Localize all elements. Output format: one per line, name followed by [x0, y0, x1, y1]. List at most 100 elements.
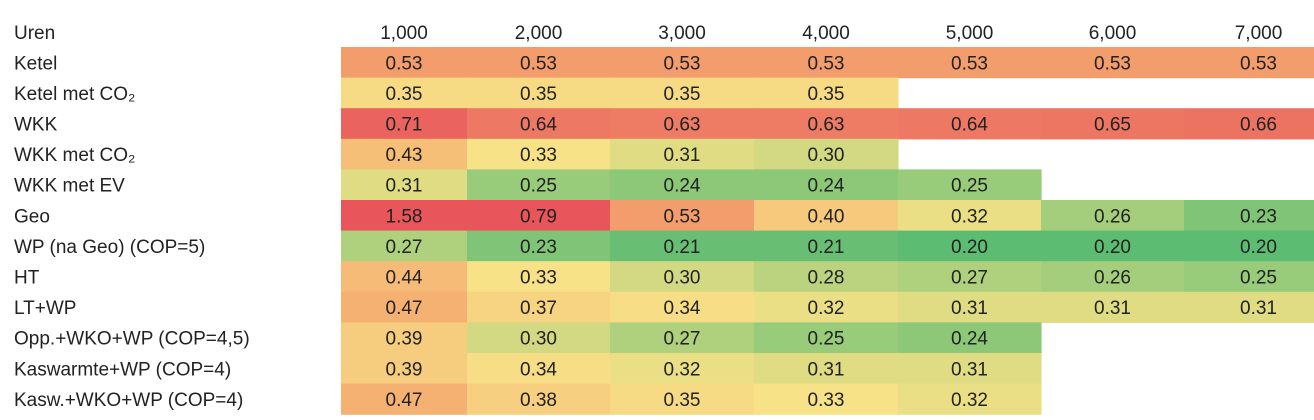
cell-value: 0.34: [520, 359, 557, 380]
cell-value: 0.21: [808, 237, 845, 258]
heatmap-cell: [610, 322, 755, 354]
cell-value: 0.53: [1240, 53, 1277, 74]
cell-value: 0.30: [664, 268, 701, 289]
column-header: 5,000: [946, 23, 994, 44]
row-label: Opp.+WKO+WP (COP=4,5): [14, 329, 250, 350]
row-label: LT+WP: [14, 298, 76, 319]
heatmap-cell: [754, 230, 899, 262]
cell-value: 0.53: [520, 53, 557, 74]
heatmap-cell: [341, 291, 468, 323]
heatmap-cells: 0.53 0.53 0.53 0.53 0.53 0.53 0.53 0.35 0.35 0.35…: [341, 47, 1314, 415]
heatmap-cell: [754, 291, 899, 323]
row-label: WKK met CO₂: [14, 145, 135, 166]
cell-value: 1.58: [386, 206, 423, 227]
row-label: WP (na Geo) (COP=5): [14, 237, 205, 258]
cell-value: 0.44: [386, 268, 423, 289]
heatmap-cell: [610, 169, 755, 201]
cell-value: 0.25: [1240, 268, 1277, 289]
heatmap-cell: [341, 47, 468, 79]
cell-value: 0.35: [386, 84, 423, 105]
cell-value: 0.31: [664, 145, 701, 166]
heatmap-cell: [610, 383, 755, 415]
heatmap-cell: [1184, 200, 1314, 232]
header-row: Uren 1,000 2,000 3,000 4,000 5,000 6,000 7,000: [14, 23, 1282, 44]
cell-value: 0.28: [808, 268, 845, 289]
heatmap-cell: [341, 77, 468, 109]
cell-value: 0.63: [808, 115, 845, 136]
heatmap-cell: [754, 383, 899, 415]
cell-value: 0.33: [520, 268, 557, 289]
cell-value: 0.63: [664, 115, 701, 136]
cell-value: 0.31: [386, 176, 423, 197]
heatmap-cell: [1041, 108, 1185, 140]
heatmap-cell: [610, 200, 755, 232]
cell-value: 0.47: [386, 298, 423, 319]
column-header: 7,000: [1235, 23, 1283, 44]
cell-value: 0.31: [808, 359, 845, 380]
cell-value: 0.30: [808, 145, 845, 166]
heatmap-cell: [898, 261, 1042, 293]
heatmap-cell: [1041, 291, 1185, 323]
column-header: 6,000: [1089, 23, 1137, 44]
cell-value: 0.65: [1094, 115, 1131, 136]
cell-value: 0.26: [1094, 268, 1131, 289]
heatmap-cell: [341, 169, 468, 201]
cell-value: 0.32: [951, 206, 988, 227]
heatmap-cell: [610, 138, 755, 170]
heatmap-cell: [898, 230, 1042, 262]
heatmap-cell: [754, 200, 899, 232]
heatmap-cell: [754, 353, 899, 385]
heatmap-cell: [467, 261, 611, 293]
row-label: Kasw.+WKO+WP (COP=4): [14, 390, 243, 411]
cell-value: 0.35: [664, 390, 701, 411]
heatmap-cell: [467, 200, 611, 232]
heatmap-cell: [1184, 261, 1314, 293]
heatmap-cell: [1041, 261, 1185, 293]
heatmap-cell: [754, 322, 899, 354]
cell-value: 0.31: [951, 359, 988, 380]
heatmap-cell: [610, 47, 755, 79]
cell-value: 0.79: [520, 206, 557, 227]
heatmap-cell: [898, 169, 1042, 201]
row-label: WKK: [14, 115, 58, 136]
heatmap-cell: [467, 291, 611, 323]
cell-value: 0.37: [520, 298, 557, 319]
cell-value: 0.33: [808, 390, 845, 411]
cell-value: 0.43: [386, 145, 423, 166]
heatmap-cell: [1184, 230, 1314, 262]
row-label: Geo: [14, 206, 50, 227]
corner-label: Uren: [14, 23, 55, 44]
heatmap-cell: [898, 291, 1042, 323]
heatmap-cell: [610, 291, 755, 323]
row-label: HT: [14, 268, 40, 289]
column-header: 1,000: [380, 23, 428, 44]
cell-value: 0.53: [951, 53, 988, 74]
heatmap-cell: [898, 47, 1042, 79]
cell-value: 0.64: [520, 115, 557, 136]
cell-value: 0.35: [808, 84, 845, 105]
heatmap-cell: [341, 383, 468, 415]
heatmap-cell: [1184, 291, 1314, 323]
heatmap-cell: [610, 230, 755, 262]
cell-value: 0.64: [951, 115, 988, 136]
heatmap-cell: [754, 169, 899, 201]
cell-value: 0.40: [808, 206, 845, 227]
cell-value: 0.53: [386, 53, 423, 74]
cell-value: 0.27: [664, 329, 701, 350]
row-label: WKK met EV: [14, 176, 125, 197]
heatmap-cell: [1184, 108, 1314, 140]
row-labels: Ketel Ketel met CO₂ WKK WKK met CO₂ WKK met …: [14, 53, 250, 411]
cell-value: 0.20: [1094, 237, 1131, 258]
heatmap-cell: [341, 230, 468, 262]
heatmap-cell: [341, 200, 468, 232]
heatmap-cell: [898, 108, 1042, 140]
heatmap-cell: [1041, 230, 1185, 262]
heatmap-cell: [467, 230, 611, 262]
heatmap-cell: [754, 138, 899, 170]
heatmap-cell: [1041, 200, 1185, 232]
cell-value: 0.24: [808, 176, 845, 197]
cell-value: 0.25: [808, 329, 845, 350]
heatmap-cell: [467, 353, 611, 385]
cell-value: 0.32: [664, 359, 701, 380]
